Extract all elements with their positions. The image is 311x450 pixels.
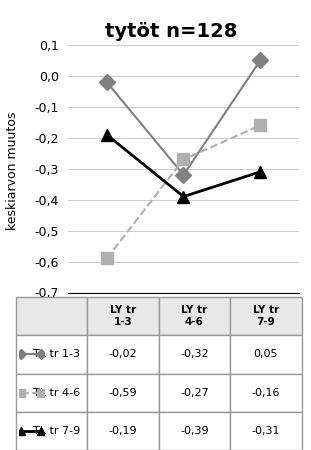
Text: tytöt n=128: tytöt n=128	[105, 22, 237, 41]
Text: keskiarvon muutos: keskiarvon muutos	[6, 112, 19, 230]
